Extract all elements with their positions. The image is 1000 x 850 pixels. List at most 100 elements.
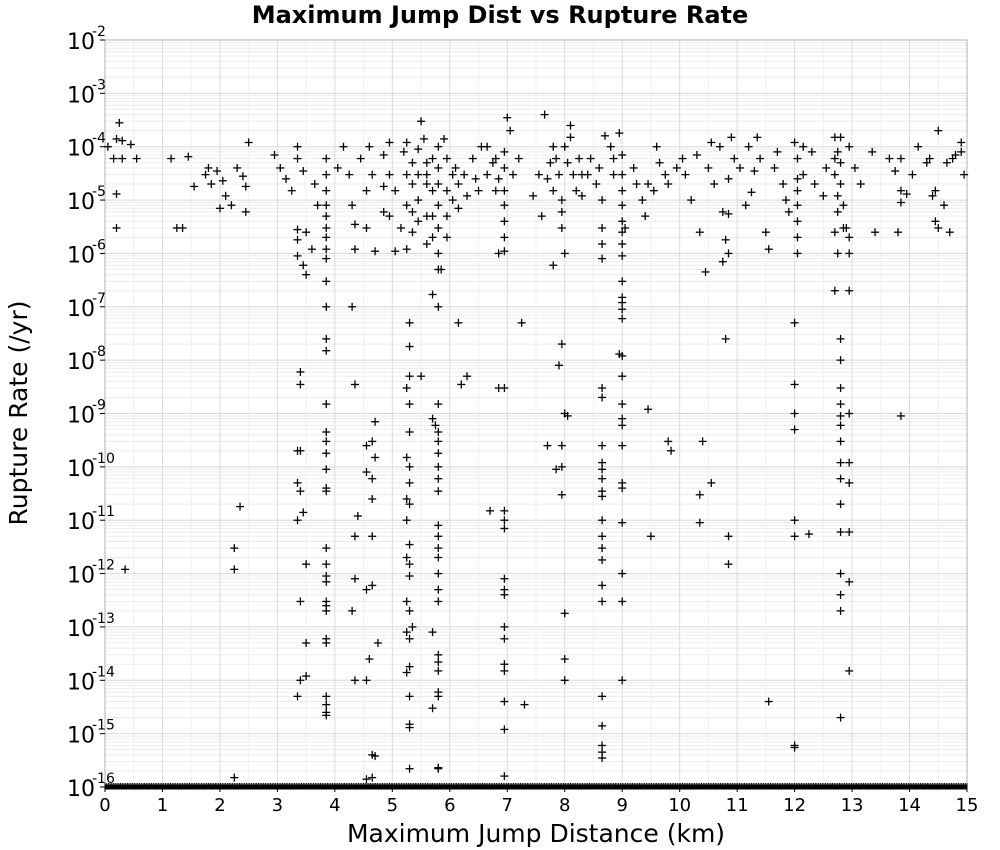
data-point (483, 170, 492, 179)
data-point (132, 154, 141, 163)
data-point (296, 380, 305, 389)
data-point (618, 372, 627, 381)
data-point (678, 154, 687, 163)
data-point (618, 400, 627, 409)
data-point (598, 492, 607, 501)
data-point (333, 163, 342, 172)
data-point (598, 196, 607, 205)
data-point (434, 597, 443, 606)
data-point (207, 180, 216, 189)
data-point (371, 417, 380, 426)
data-point (488, 158, 497, 167)
data-point (118, 154, 127, 163)
data-point (299, 508, 308, 517)
data-point (434, 658, 443, 667)
data-point (474, 186, 483, 195)
data-point (419, 134, 428, 143)
data-point (402, 245, 411, 254)
data-point (583, 170, 592, 179)
data-point (362, 585, 371, 594)
data-point (405, 723, 414, 732)
data-point (793, 174, 802, 183)
data-point (417, 117, 426, 126)
data-point (629, 163, 638, 172)
data-point (609, 170, 618, 179)
data-point (836, 474, 845, 483)
data-point (552, 154, 561, 163)
data-point (793, 154, 802, 163)
data-point (718, 207, 727, 216)
data-point (454, 318, 463, 327)
data-point (931, 217, 940, 226)
data-point (707, 138, 716, 147)
data-point (779, 180, 788, 189)
data-point (618, 186, 627, 195)
data-point (115, 118, 124, 127)
data-point (371, 247, 380, 256)
data-point (405, 764, 414, 773)
data-point (845, 478, 854, 487)
data-point (362, 441, 371, 450)
data-point (500, 524, 509, 533)
data-point (790, 380, 799, 389)
data-point (365, 142, 374, 151)
data-point (339, 142, 348, 151)
data-point (236, 502, 245, 511)
data-point (618, 441, 627, 450)
data-point (442, 233, 451, 242)
data-point (126, 140, 135, 149)
data-point (945, 228, 954, 237)
x-tick-label: 15 (956, 795, 979, 816)
data-point (230, 565, 239, 574)
y-tick-label-base: 10 (67, 190, 95, 215)
data-point (371, 752, 380, 761)
data-point (293, 516, 302, 525)
data-point (408, 228, 417, 237)
data-point (500, 384, 509, 393)
y-tick-label-base: 10 (67, 297, 95, 322)
data-point (724, 560, 733, 569)
data-point (322, 170, 331, 179)
data-point (405, 400, 414, 409)
data-point (500, 634, 509, 643)
data-point (434, 249, 443, 258)
data-point (302, 228, 311, 237)
data-point (402, 384, 411, 393)
data-point (310, 180, 319, 189)
data-point (810, 180, 819, 189)
data-point (442, 154, 451, 163)
data-point (655, 158, 664, 167)
data-point (322, 201, 331, 210)
y-tick-label-exponent: -16 (92, 771, 115, 787)
data-point (598, 384, 607, 393)
data-point (836, 569, 845, 578)
data-point (724, 532, 733, 541)
data-point (577, 191, 586, 200)
data-point (414, 217, 423, 226)
data-point (764, 245, 773, 254)
data-point (799, 170, 808, 179)
data-point (345, 170, 354, 179)
data-point (402, 628, 411, 637)
data-point (350, 532, 359, 541)
data-point (744, 142, 753, 151)
data-point (951, 150, 960, 159)
data-point (799, 142, 808, 151)
data-point (830, 170, 839, 179)
data-point (368, 170, 377, 179)
data-point (569, 170, 578, 179)
data-point (287, 186, 296, 195)
data-point (405, 540, 414, 549)
data-point (514, 154, 523, 163)
data-point (600, 131, 609, 140)
data-point (618, 305, 627, 314)
data-point (402, 138, 411, 147)
data-point (845, 577, 854, 586)
data-point (362, 775, 371, 784)
data-point (598, 465, 607, 474)
data-point (503, 113, 512, 122)
data-point (557, 196, 566, 205)
data-point (845, 666, 854, 675)
data-point (807, 147, 816, 156)
data-point (566, 133, 575, 142)
